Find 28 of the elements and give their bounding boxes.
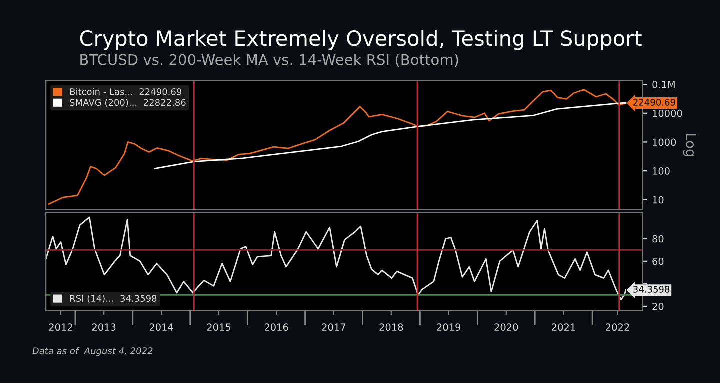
x-tick-label: 2020 — [494, 324, 518, 332]
x-tick-label: 2022 — [606, 324, 630, 332]
annotation: 22490.69 — [634, 99, 676, 106]
y-tick-label: 60 — [652, 258, 664, 266]
x-tick-label: 2017 — [322, 324, 346, 332]
y-tick-label: 1000 — [653, 138, 676, 146]
x-tick-label: 2018 — [380, 324, 404, 332]
y-tick-label: 0.1M — [652, 81, 675, 88]
x-tick-label: 2012 — [49, 324, 72, 332]
x-tick-label: 2019 — [437, 324, 461, 332]
chart-title: Crypto Market Extremely Oversold, Testing LT Support — [80, 30, 642, 50]
y-tick-label: 100 — [653, 168, 670, 175]
y-tick-label: 20 — [652, 302, 664, 310]
chart-subtitle: BTCUSD vs. 200-Week MA vs. 14-Week RSI (Bottom) — [80, 54, 458, 68]
legend-label: Bitcoin - Las... 22490.69 — [70, 88, 182, 96]
x-tick-label: 2021 — [552, 324, 576, 332]
legend-label: RSI (14)... 34.3598 — [70, 295, 157, 304]
text: Data as of August 4, 2022 — [32, 347, 153, 356]
y-axis-title: Log — [683, 134, 696, 156]
y-tick-label: 80 — [652, 235, 664, 243]
annotation: 34.3598 — [634, 286, 670, 293]
y-tick-label: 10000 — [653, 110, 682, 118]
y-tick-label: 10 — [653, 196, 664, 204]
x-tick-label: 2013 — [92, 324, 116, 332]
x-tick-label: 2015 — [207, 324, 231, 332]
x-tick-label: 2016 — [264, 324, 288, 332]
legend-label: SMAVG (200)... 22822.86 — [70, 99, 186, 108]
x-tick-label: 2014 — [150, 324, 174, 332]
